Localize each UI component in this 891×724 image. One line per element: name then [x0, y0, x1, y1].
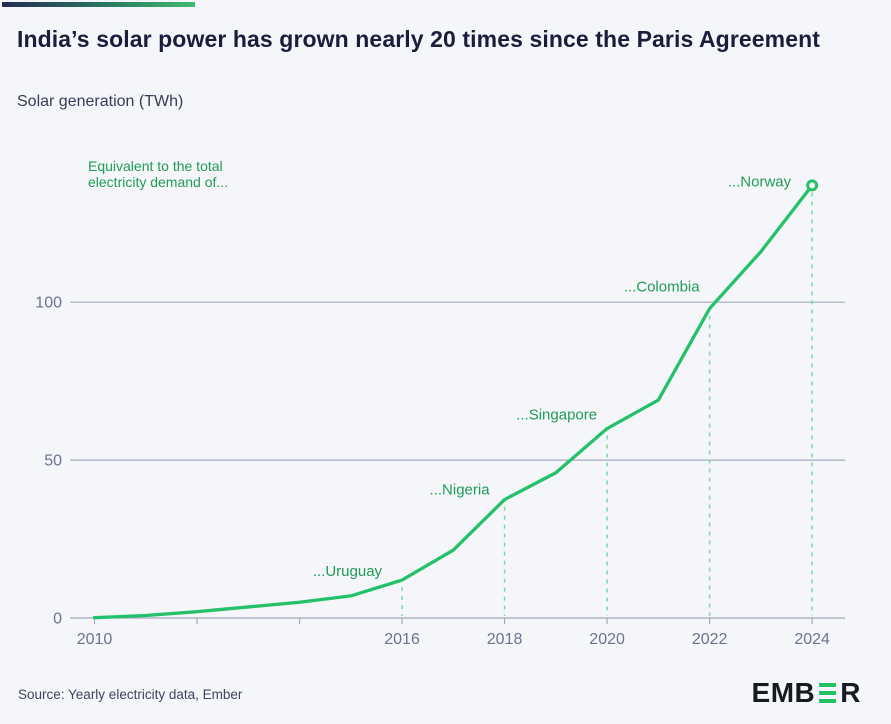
annotation-label: ...Uruguay — [313, 563, 383, 580]
series-line — [92, 183, 814, 620]
x-tick-label: 2010 — [77, 631, 113, 648]
ember-logo: EMB R — [752, 677, 861, 709]
x-tick-label: 2020 — [589, 631, 625, 648]
ember-logo-text-left: EMB — [751, 677, 816, 708]
y-tick-label: 100 — [35, 295, 62, 312]
x-tick-label: 2022 — [692, 631, 728, 648]
header-accent-bar — [2, 2, 195, 7]
chart-subtitle: Solar generation (TWh) — [17, 93, 184, 110]
annotation-intro-text: Equivalent to the total electricity dema… — [88, 158, 229, 190]
ember-logo-e-bars-icon — [818, 682, 837, 704]
annotation-label: ...Norway — [728, 173, 792, 190]
x-tick-label: 2016 — [384, 631, 420, 648]
end-marker — [806, 179, 819, 192]
y-tick-label: 50 — [44, 453, 62, 470]
annotation-label: ...Colombia — [624, 279, 701, 296]
page-title: India’s solar power has grown nearly 20 … — [17, 26, 821, 52]
ember-logo-text-right: R — [840, 677, 861, 708]
annotation-label: ...Nigeria — [430, 482, 491, 499]
y-tick-label: 0 — [53, 611, 62, 628]
x-tick-label: 2018 — [487, 631, 523, 648]
annotation-label: ...Singapore — [516, 407, 597, 424]
source-text: Source: Yearly electricity data, Ember — [18, 687, 243, 702]
x-tick-label: 2024 — [794, 631, 830, 648]
